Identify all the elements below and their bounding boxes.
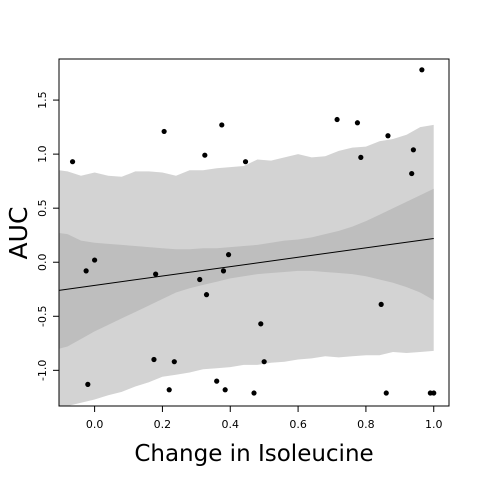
- y-tick-label: -0.5: [36, 306, 49, 327]
- data-point: [410, 147, 416, 153]
- data-point: [385, 133, 391, 139]
- data-point: [251, 390, 257, 396]
- data-point: [419, 67, 425, 73]
- data-point: [220, 268, 227, 274]
- data-point: [202, 152, 208, 158]
- plot-frame: [58, 58, 450, 407]
- data-point: [197, 276, 203, 283]
- data-point: [85, 381, 91, 387]
- data-point: [214, 378, 220, 384]
- y-tick-label: 0.0: [36, 253, 49, 271]
- data-point: [69, 159, 76, 165]
- data-point: [383, 390, 389, 396]
- trend-line-group: [58, 237, 434, 291]
- data-point: [83, 268, 89, 274]
- prediction-bands: [59, 124, 434, 407]
- data-point: [92, 257, 98, 263]
- x-axis-title: Change in Isoleucine: [134, 441, 373, 467]
- data-point: [409, 170, 415, 177]
- data-points: [69, 67, 437, 396]
- x-axis: 0.0 0.2 0.4 0.6 0.8 1.0: [86, 406, 443, 431]
- data-point: [261, 359, 267, 365]
- data-point: [225, 252, 232, 258]
- x-tick-label: 0.0: [86, 418, 104, 431]
- inner-band: [59, 188, 434, 349]
- x-tick-label: 1.0: [425, 418, 443, 431]
- trend-line: [58, 237, 434, 291]
- data-point: [219, 122, 225, 128]
- data-point: [242, 159, 249, 165]
- y-tick-label: 1.0: [36, 145, 49, 163]
- data-point: [161, 128, 167, 135]
- data-point: [431, 390, 437, 396]
- data-point: [203, 292, 210, 298]
- data-point: [258, 321, 264, 327]
- data-point: [166, 387, 172, 393]
- y-tick-label: 1.5: [36, 91, 49, 109]
- y-axis-title: AUC: [4, 207, 33, 260]
- y-tick-label: 0.5: [36, 199, 49, 217]
- x-tick-label: 0.6: [289, 418, 307, 431]
- data-point: [334, 116, 340, 123]
- y-axis: -1.0 -0.5 0.0 0.5 1.0 1.5: [36, 91, 59, 381]
- data-point: [358, 154, 364, 160]
- x-tick-label: 0.2: [154, 418, 172, 431]
- x-tick-label: 0.8: [357, 418, 375, 431]
- x-tick-label: 0.4: [222, 418, 240, 431]
- data-point: [151, 356, 157, 363]
- data-point: [354, 120, 361, 126]
- data-point: [153, 271, 159, 277]
- data-point: [378, 301, 384, 307]
- data-point: [171, 359, 177, 365]
- data-point: [222, 387, 228, 393]
- y-tick-label: -1.0: [36, 360, 49, 381]
